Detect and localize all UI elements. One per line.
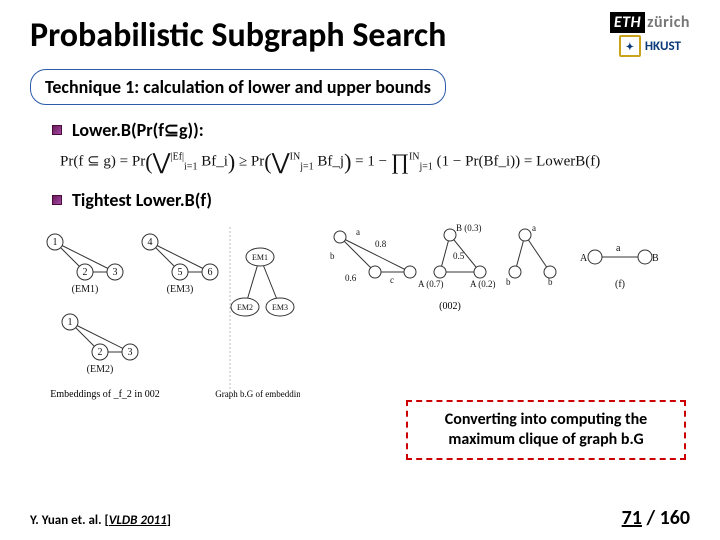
svg-text:b: b bbox=[548, 277, 553, 287]
svg-text:EM3: EM3 bbox=[272, 303, 288, 312]
technique-pill: Technique 1: calculation of lower and up… bbox=[30, 69, 446, 105]
svg-text:B (0.3): B (0.3) bbox=[456, 223, 482, 233]
svg-text:1: 1 bbox=[53, 237, 58, 248]
svg-text:(EM3): (EM3) bbox=[167, 284, 194, 295]
svg-text:b: b bbox=[506, 277, 511, 287]
hkust-icon: ✦ bbox=[619, 35, 641, 57]
svg-text:A: A bbox=[580, 253, 588, 264]
svg-text:0.8: 0.8 bbox=[375, 239, 387, 249]
svg-text:0.5: 0.5 bbox=[453, 251, 465, 261]
svg-text:a: a bbox=[356, 227, 360, 237]
svg-text:0.6: 0.6 bbox=[345, 273, 357, 283]
logos-group: ETH zürich ✦ HKUST bbox=[610, 12, 690, 57]
svg-text:A (0.2): A (0.2) bbox=[470, 279, 496, 289]
svg-text:4: 4 bbox=[148, 237, 153, 248]
svg-text:EM1: EM1 bbox=[252, 253, 268, 262]
page-title: Probabilistic Subgraph Search bbox=[30, 18, 446, 54]
bullet-2: Tightest Lower.B(f) bbox=[52, 189, 690, 211]
slide: Probabilistic Subgraph Search ETH zürich… bbox=[0, 0, 720, 540]
header: Probabilistic Subgraph Search ETH zürich… bbox=[30, 12, 690, 57]
svg-text:EM2: EM2 bbox=[237, 303, 253, 312]
svg-text:b: b bbox=[330, 251, 335, 261]
svg-text:a: a bbox=[616, 243, 621, 254]
svg-text:(EM1): (EM1) bbox=[72, 284, 99, 295]
bullet-icon bbox=[52, 125, 62, 135]
svg-text:5: 5 bbox=[178, 267, 183, 278]
diagrams: 1 2 3 4 5 6 (EM1) (EM3) 1 2 3 (EM2) Embeddings… bbox=[30, 217, 690, 427]
svg-text:3: 3 bbox=[113, 267, 118, 278]
svg-text:2: 2 bbox=[83, 267, 88, 278]
svg-text:a: a bbox=[532, 223, 536, 233]
page-number: 71 / 160 bbox=[622, 506, 690, 530]
formula: Pr(f ⊆ g) = Pr(⋁|Ef|i=1 Bf_i) ≥ Pr(⋁INj=… bbox=[60, 149, 690, 175]
svg-text:2: 2 bbox=[98, 347, 103, 358]
svg-text:Graph b.G of embeddings: Graph b.G of embeddings bbox=[215, 389, 300, 399]
svg-text:(f): (f) bbox=[615, 279, 625, 290]
hkust-logo: ✦ HKUST bbox=[619, 35, 681, 57]
svg-text:6: 6 bbox=[208, 267, 213, 278]
footer: Y. Yuan et. al. [VLDB 2011] 71 / 160 bbox=[30, 506, 690, 530]
right-diagram: a b c 0.6 0.8 B (0.3) A (0.7) A (0.2) 0.5 bbox=[320, 217, 670, 397]
svg-text:3: 3 bbox=[128, 347, 133, 358]
svg-text:Embeddings of _f_2 in 002: Embeddings of _f_2 in 002 bbox=[50, 389, 159, 400]
svg-text:c: c bbox=[390, 275, 394, 285]
svg-text:(002): (002) bbox=[439, 301, 461, 312]
citation: Y. Yuan et. al. [VLDB 2011] bbox=[30, 513, 171, 528]
bullet-1: Lower.B(Pr(f⊆g)): bbox=[52, 119, 690, 141]
bullet-icon bbox=[52, 195, 62, 205]
svg-text:B: B bbox=[652, 253, 659, 264]
left-diagram: 1 2 3 4 5 6 (EM1) (EM3) 1 2 3 (EM2) Embeddings… bbox=[30, 217, 300, 427]
svg-text:(EM2): (EM2) bbox=[87, 364, 114, 375]
svg-text:1: 1 bbox=[68, 317, 73, 328]
svg-text:A (0.7): A (0.7) bbox=[418, 279, 444, 289]
callout: Converting into computing the maximum cl… bbox=[406, 400, 686, 460]
eth-logo: ETH zürich bbox=[610, 12, 690, 33]
